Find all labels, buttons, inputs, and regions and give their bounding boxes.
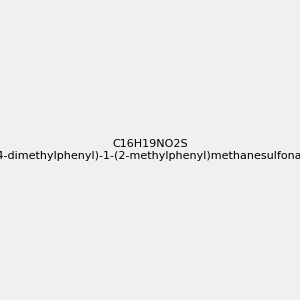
Text: C16H19NO2S
N-(2,4-dimethylphenyl)-1-(2-methylphenyl)methanesulfonamide: C16H19NO2S N-(2,4-dimethylphenyl)-1-(2-m…	[0, 139, 300, 161]
